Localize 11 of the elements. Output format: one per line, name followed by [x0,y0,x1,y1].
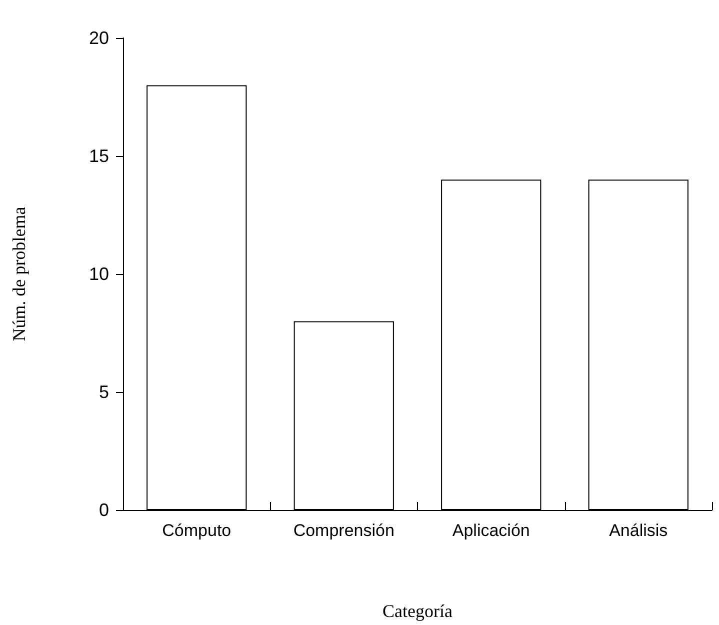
x-tick-label: Análisis [609,521,668,540]
x-tick-label: Aplicación [452,521,530,540]
x-tick-label: Cómputo [162,521,232,540]
y-axis-title: Núm. de problema [9,206,29,342]
y-tick-label: 10 [88,264,109,284]
y-tick-label: 15 [88,146,109,166]
x-axis-title: Categoría [382,601,452,621]
y-tick-label: 20 [88,28,109,48]
y-tick-label: 5 [98,382,109,402]
y-tick-label: 0 [98,500,109,520]
x-tick-label: Comprensión [293,521,394,540]
